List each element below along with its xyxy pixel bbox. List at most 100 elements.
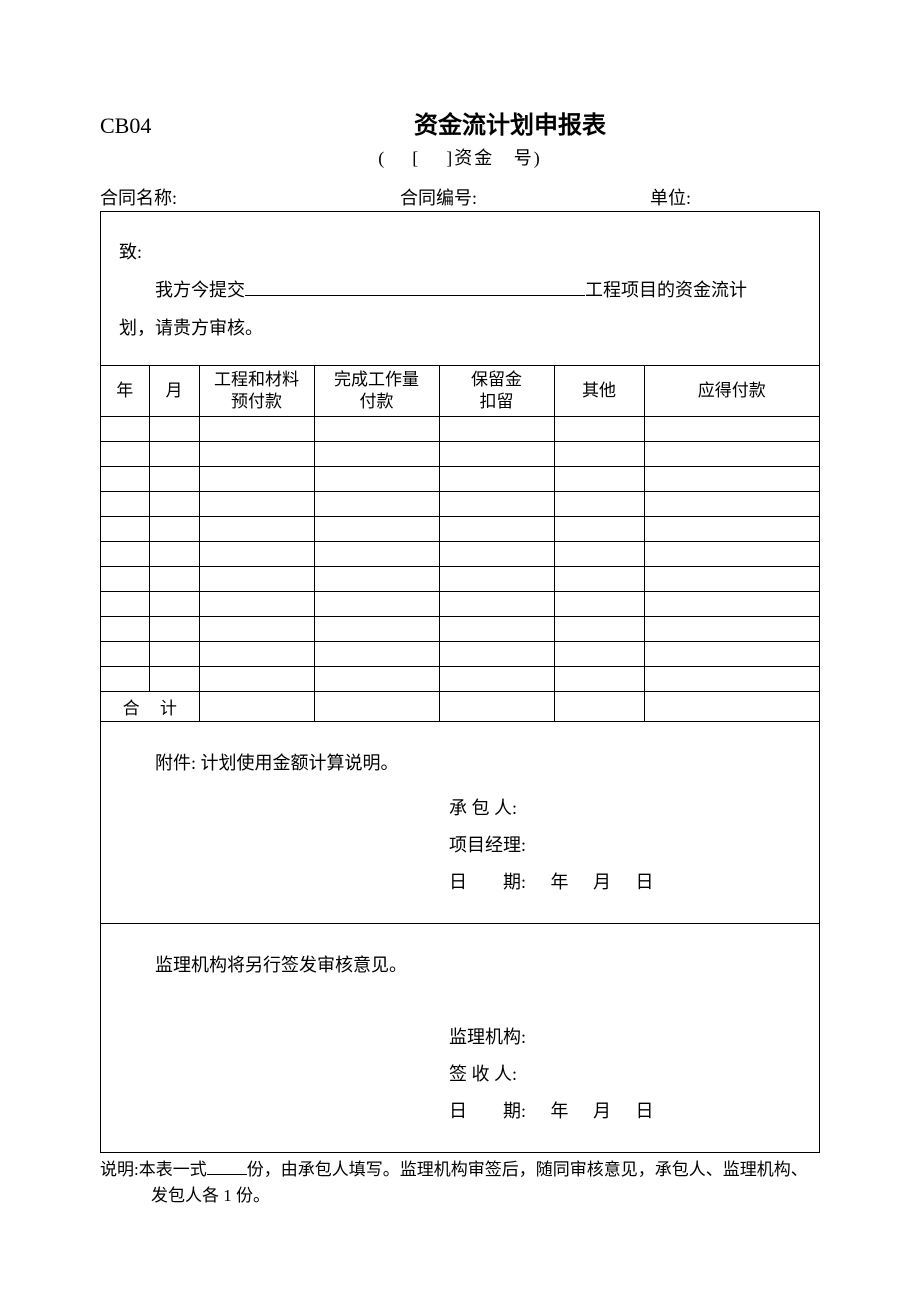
table-cell[interactable]: [101, 641, 149, 666]
table-cell[interactable]: [439, 441, 554, 466]
table-cell[interactable]: [644, 441, 819, 466]
table-cell[interactable]: [554, 541, 644, 566]
table-cell[interactable]: [199, 516, 314, 541]
table-cell[interactable]: [439, 566, 554, 591]
table-cell[interactable]: [644, 566, 819, 591]
table-cell[interactable]: [554, 441, 644, 466]
table-cell[interactable]: [149, 541, 199, 566]
table-cell[interactable]: [149, 666, 199, 691]
table-cell[interactable]: [149, 491, 199, 516]
table-cell[interactable]: [149, 566, 199, 591]
table-cell[interactable]: [101, 591, 149, 616]
table-cell[interactable]: [149, 466, 199, 491]
table-cell[interactable]: [149, 516, 199, 541]
table-cell[interactable]: [101, 566, 149, 591]
fn-l1-prefix: 说明:本表一式: [100, 1160, 207, 1179]
year-label-1: 年: [551, 872, 569, 892]
table-cell[interactable]: [644, 466, 819, 491]
table-row: [101, 541, 819, 566]
table-cell[interactable]: [101, 516, 149, 541]
section-supervisor: 监理机构将另行签发审核意见。 监理机构: 签 收 人: 日 期: 年 月 日: [101, 924, 819, 1152]
table-cell[interactable]: [644, 516, 819, 541]
table-cell[interactable]: [554, 466, 644, 491]
table-cell[interactable]: [199, 441, 314, 466]
table-cell[interactable]: [199, 641, 314, 666]
table-cell[interactable]: [644, 541, 819, 566]
table-cell[interactable]: [554, 641, 644, 666]
table-cell[interactable]: [101, 666, 149, 691]
table-row: [101, 641, 819, 666]
table-cell[interactable]: [101, 416, 149, 441]
table-cell[interactable]: [439, 616, 554, 641]
table-cell[interactable]: [101, 466, 149, 491]
table-cell[interactable]: [644, 641, 819, 666]
table-cell[interactable]: [199, 666, 314, 691]
table-cell[interactable]: [149, 416, 199, 441]
table-cell[interactable]: [554, 566, 644, 591]
table-cell[interactable]: [314, 441, 439, 466]
total-cell[interactable]: [314, 691, 439, 721]
table-cell[interactable]: [149, 616, 199, 641]
table-cell[interactable]: [314, 566, 439, 591]
table-cell[interactable]: [149, 641, 199, 666]
table-cell[interactable]: [101, 541, 149, 566]
table-row: [101, 491, 819, 516]
table-cell[interactable]: [554, 416, 644, 441]
table-cell[interactable]: [644, 416, 819, 441]
table-cell[interactable]: [199, 541, 314, 566]
table-cell[interactable]: [439, 641, 554, 666]
table-cell[interactable]: [314, 616, 439, 641]
total-label: 合 计: [101, 691, 199, 721]
copy-count-field[interactable]: [207, 1174, 247, 1175]
table-cell[interactable]: [644, 666, 819, 691]
table-cell[interactable]: [314, 516, 439, 541]
table-cell[interactable]: [314, 541, 439, 566]
footnote-line2: 发包人各 1 份。: [100, 1183, 820, 1209]
table-cell[interactable]: [554, 591, 644, 616]
table-cell[interactable]: [439, 466, 554, 491]
table-cell[interactable]: [199, 591, 314, 616]
total-cell[interactable]: [199, 691, 314, 721]
table-row: [101, 441, 819, 466]
table-cell[interactable]: [644, 616, 819, 641]
project-name-field[interactable]: [245, 274, 585, 296]
table-cell[interactable]: [554, 491, 644, 516]
col-header: 完成工作量付款: [314, 366, 439, 416]
table-cell[interactable]: [439, 666, 554, 691]
supervisor-label: 监理机构:: [449, 1019, 801, 1056]
subtitle-bracket-r: ]资金: [446, 148, 494, 168]
table-cell[interactable]: [149, 591, 199, 616]
table-cell[interactable]: [554, 666, 644, 691]
table-cell[interactable]: [439, 491, 554, 516]
table-cell[interactable]: [554, 616, 644, 641]
total-cell[interactable]: [554, 691, 644, 721]
total-cell[interactable]: [644, 691, 819, 721]
table-cell[interactable]: [199, 616, 314, 641]
table-cell[interactable]: [199, 491, 314, 516]
table-cell[interactable]: [644, 491, 819, 516]
table-cell[interactable]: [199, 566, 314, 591]
table-cell[interactable]: [439, 416, 554, 441]
table-cell[interactable]: [101, 491, 149, 516]
table-cell[interactable]: [439, 516, 554, 541]
table-cell[interactable]: [149, 441, 199, 466]
intro-l2-suffix: 工程项目的资金流计: [585, 280, 747, 300]
table-cell[interactable]: [644, 591, 819, 616]
opinion-line: 监理机构将另行签发审核意见。: [119, 946, 801, 986]
total-cell[interactable]: [439, 691, 554, 721]
table-cell[interactable]: [314, 416, 439, 441]
table-cell[interactable]: [314, 666, 439, 691]
table-cell[interactable]: [314, 591, 439, 616]
table-cell[interactable]: [314, 491, 439, 516]
table-cell[interactable]: [314, 466, 439, 491]
table-cell[interactable]: [439, 591, 554, 616]
table-cell[interactable]: [314, 641, 439, 666]
contract-no-label: 合同编号:: [400, 184, 650, 210]
table-cell[interactable]: [199, 416, 314, 441]
table-cell[interactable]: [439, 541, 554, 566]
table-body: 合 计: [101, 416, 819, 721]
table-cell[interactable]: [101, 616, 149, 641]
table-cell[interactable]: [101, 441, 149, 466]
table-cell[interactable]: [199, 466, 314, 491]
table-cell[interactable]: [554, 516, 644, 541]
